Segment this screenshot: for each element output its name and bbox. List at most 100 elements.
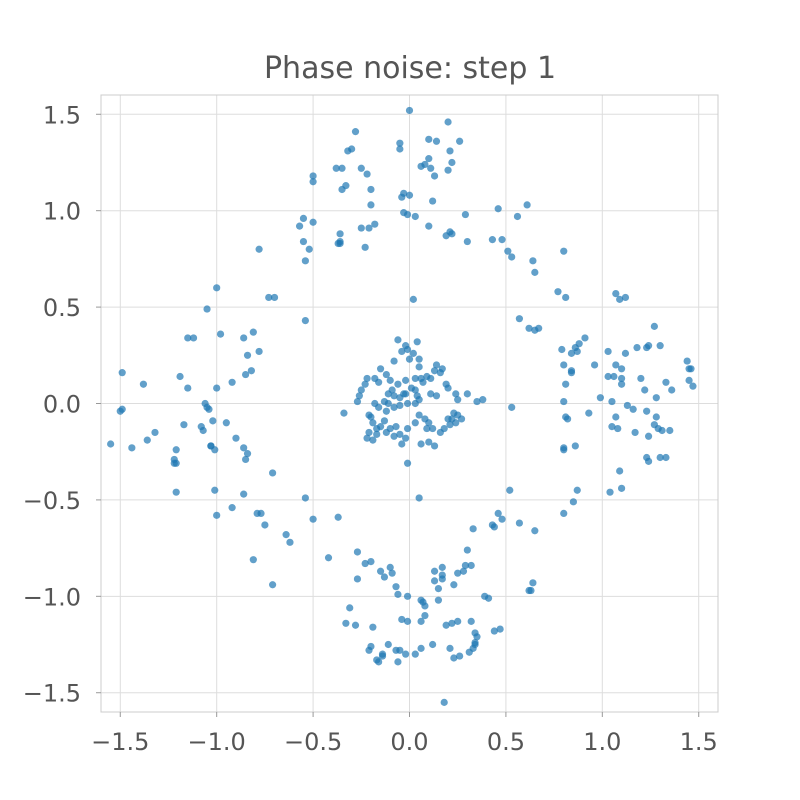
data-point xyxy=(255,245,263,253)
data-point xyxy=(363,374,371,383)
data-point xyxy=(612,361,620,369)
data-point xyxy=(402,376,410,384)
data-point xyxy=(430,172,439,180)
data-point xyxy=(172,488,180,496)
data-point xyxy=(438,365,446,373)
y-tick-label: −1.5 xyxy=(23,680,81,708)
data-point xyxy=(282,531,290,539)
data-point xyxy=(427,390,435,398)
data-point xyxy=(567,367,576,375)
data-point xyxy=(324,554,333,562)
data-point xyxy=(411,419,419,427)
data-point xyxy=(336,230,344,238)
data-point xyxy=(346,604,354,612)
data-point xyxy=(560,361,568,369)
data-point xyxy=(305,245,313,253)
data-point xyxy=(211,486,219,494)
data-point xyxy=(392,583,400,591)
data-point xyxy=(596,394,604,402)
data-point xyxy=(571,442,579,450)
data-point xyxy=(373,430,381,438)
data-point xyxy=(658,426,666,435)
data-point xyxy=(118,369,126,377)
data-point xyxy=(417,644,425,652)
data-point xyxy=(529,579,537,587)
data-point xyxy=(581,334,589,342)
data-point xyxy=(172,459,180,467)
data-point xyxy=(403,399,412,408)
data-point xyxy=(240,490,248,498)
data-point xyxy=(228,378,236,386)
data-point xyxy=(365,646,373,654)
y-tick-label: −0.5 xyxy=(23,487,81,515)
data-point xyxy=(650,322,658,330)
data-point xyxy=(243,450,252,458)
data-point xyxy=(629,405,637,413)
data-point xyxy=(529,257,537,265)
data-point xyxy=(394,336,402,344)
data-point xyxy=(567,349,576,357)
data-point xyxy=(668,386,676,394)
data-point xyxy=(637,374,645,383)
data-point xyxy=(432,392,441,400)
data-point xyxy=(448,619,456,627)
data-point xyxy=(384,399,392,408)
data-point xyxy=(403,424,412,433)
data-point xyxy=(444,166,452,174)
data-point xyxy=(184,384,192,392)
data-point xyxy=(400,390,408,398)
data-point xyxy=(450,581,458,589)
data-point xyxy=(407,384,416,392)
data-point xyxy=(363,170,371,178)
data-point xyxy=(687,365,695,373)
data-point xyxy=(621,293,630,302)
data-point xyxy=(405,191,414,199)
data-point xyxy=(614,424,622,433)
data-point xyxy=(423,424,431,433)
data-point xyxy=(413,338,421,346)
data-point xyxy=(432,361,441,369)
data-point xyxy=(361,243,369,251)
data-point xyxy=(299,214,308,222)
data-point xyxy=(454,617,462,625)
data-point xyxy=(398,193,406,201)
data-point xyxy=(558,345,566,354)
data-point xyxy=(403,592,412,600)
data-point xyxy=(442,380,450,388)
data-point xyxy=(562,293,570,302)
data-point xyxy=(515,519,524,527)
data-point xyxy=(398,615,406,624)
data-point xyxy=(392,423,400,431)
data-point xyxy=(623,401,631,410)
data-point xyxy=(398,347,406,356)
data-point xyxy=(612,413,620,421)
data-point xyxy=(644,342,653,350)
data-point xyxy=(498,515,506,523)
data-point xyxy=(265,293,273,302)
data-point xyxy=(380,417,389,425)
data-point xyxy=(388,386,396,394)
data-point xyxy=(357,386,365,394)
data-point xyxy=(633,343,641,352)
data-point xyxy=(382,370,390,379)
data-point xyxy=(554,288,562,296)
data-point xyxy=(450,654,458,662)
data-point xyxy=(334,239,342,248)
data-point xyxy=(585,409,593,417)
data-point xyxy=(240,444,248,452)
data-point xyxy=(172,446,180,454)
data-point xyxy=(402,434,410,442)
data-point xyxy=(118,405,126,413)
data-point xyxy=(367,558,375,566)
data-point xyxy=(396,401,404,410)
data-point xyxy=(608,397,616,406)
data-point xyxy=(473,397,481,406)
data-point xyxy=(562,380,570,388)
data-point xyxy=(213,511,221,519)
data-point xyxy=(652,413,660,421)
data-point xyxy=(442,621,450,629)
data-point xyxy=(446,644,454,652)
data-point xyxy=(454,396,462,404)
data-point xyxy=(309,218,317,226)
